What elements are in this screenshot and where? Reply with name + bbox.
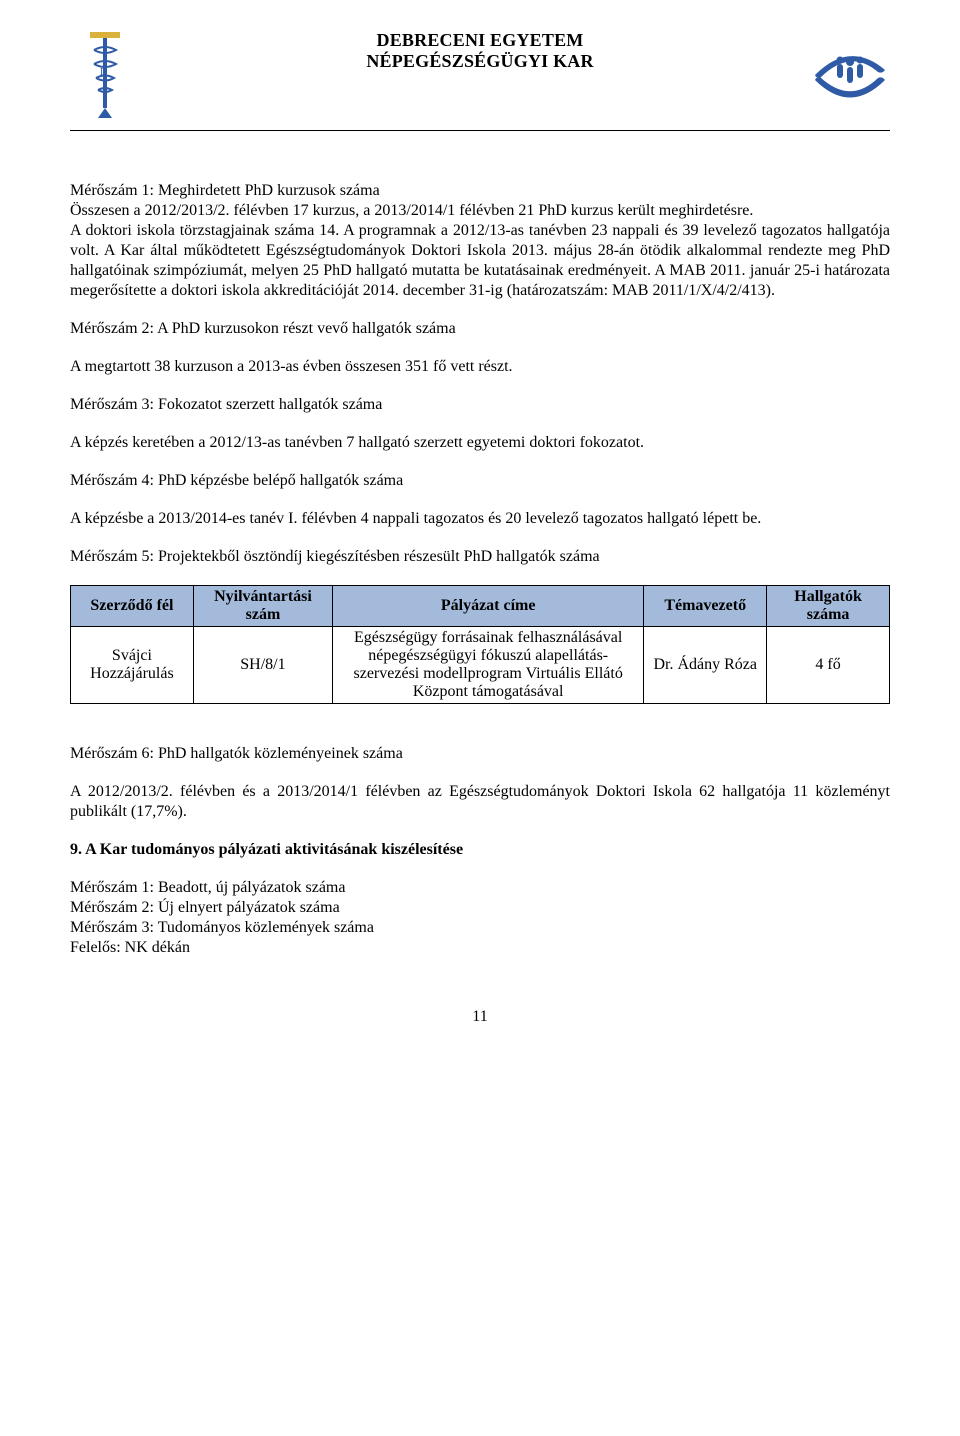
para-metric-6-title: Mérőszám 6: PhD hallgatók közleményeinek…: [70, 744, 890, 764]
para-metric-5-title: Mérőszám 5: Projektekből ösztöndíj kiegé…: [70, 547, 890, 567]
section-9-line-4: Felelős: NK dékán: [70, 938, 890, 958]
document-body: Mérőszám 1: Meghirdetett PhD kurzusok sz…: [70, 181, 890, 958]
svg-text:D: D: [100, 67, 107, 78]
projects-table: Szerződő fél Nyilvántartási szám Pályáza…: [70, 585, 890, 704]
cell-registration-number: SH/8/1: [193, 627, 332, 704]
para-metric-4-title: Mérőszám 4: PhD képzésbe belépő hallgató…: [70, 471, 890, 491]
cell-student-count: 4 fő: [767, 627, 890, 704]
page-number: 11: [70, 1008, 890, 1026]
table-row: Svájci Hozzájárulás SH/8/1 Egészségügy f…: [71, 627, 890, 704]
para-metric-2-body: A megtartott 38 kurzuson a 2013-as évben…: [70, 357, 890, 377]
th-student-count: Hallgatók száma: [767, 586, 890, 627]
table-header-row: Szerződő fél Nyilvántartási szám Pályáza…: [71, 586, 890, 627]
section-9-heading: 9. A Kar tudományos pályázati aktivitásá…: [70, 840, 890, 860]
para-metric-1-body-b: A doktori iskola törzstagjainak száma 14…: [70, 221, 890, 301]
cell-tender-title: Egészségügy forrásainak felhasználásával…: [333, 627, 644, 704]
para-metric-4-body: A képzésbe a 2013/2014-es tanév I. félév…: [70, 509, 890, 529]
th-contracting-party: Szerződő fél: [71, 586, 194, 627]
para-metric-3-title: Mérőszám 3: Fokozatot szerzett hallgatók…: [70, 395, 890, 415]
th-registration-number: Nyilvántartási szám: [193, 586, 332, 627]
para-metric-1-title: Mérőszám 1: Meghirdetett PhD kurzusok sz…: [70, 181, 890, 201]
para-metric-1-body-a: Összesen a 2012/2013/2. félévben 17 kurz…: [70, 201, 890, 221]
page-header: D DEBRECENI EGYETEM NÉPEGÉSZSÉGÜGYI KAR: [70, 30, 890, 120]
th-supervisor: Témavezető: [644, 586, 767, 627]
cell-supervisor: Dr. Ádány Róza: [644, 627, 767, 704]
right-logo: [810, 30, 890, 120]
left-logo: D: [70, 30, 150, 120]
cell-contracting-party: Svájci Hozzájárulás: [71, 627, 194, 704]
para-metric-6-body: A 2012/2013/2. félévben és a 2013/2014/1…: [70, 782, 890, 822]
para-metric-2-title: Mérőszám 2: A PhD kurzusokon részt vevő …: [70, 319, 890, 339]
section-9-line-3: Mérőszám 3: Tudományos közlemények száma: [70, 918, 890, 938]
section-9-line-2: Mérőszám 2: Új elnyert pályázatok száma: [70, 898, 890, 918]
header-line-2: NÉPEGÉSZSÉGÜGYI KAR: [150, 51, 810, 72]
header-line-1: DEBRECENI EGYETEM: [150, 30, 810, 51]
th-tender-title: Pályázat címe: [333, 586, 644, 627]
para-metric-3-body: A képzés keretében a 2012/13-as tanévben…: [70, 433, 890, 453]
section-9-line-1: Mérőszám 1: Beadott, új pályázatok száma: [70, 878, 890, 898]
header-divider: [70, 130, 890, 131]
header-title-block: DEBRECENI EGYETEM NÉPEGÉSZSÉGÜGYI KAR: [150, 30, 810, 72]
